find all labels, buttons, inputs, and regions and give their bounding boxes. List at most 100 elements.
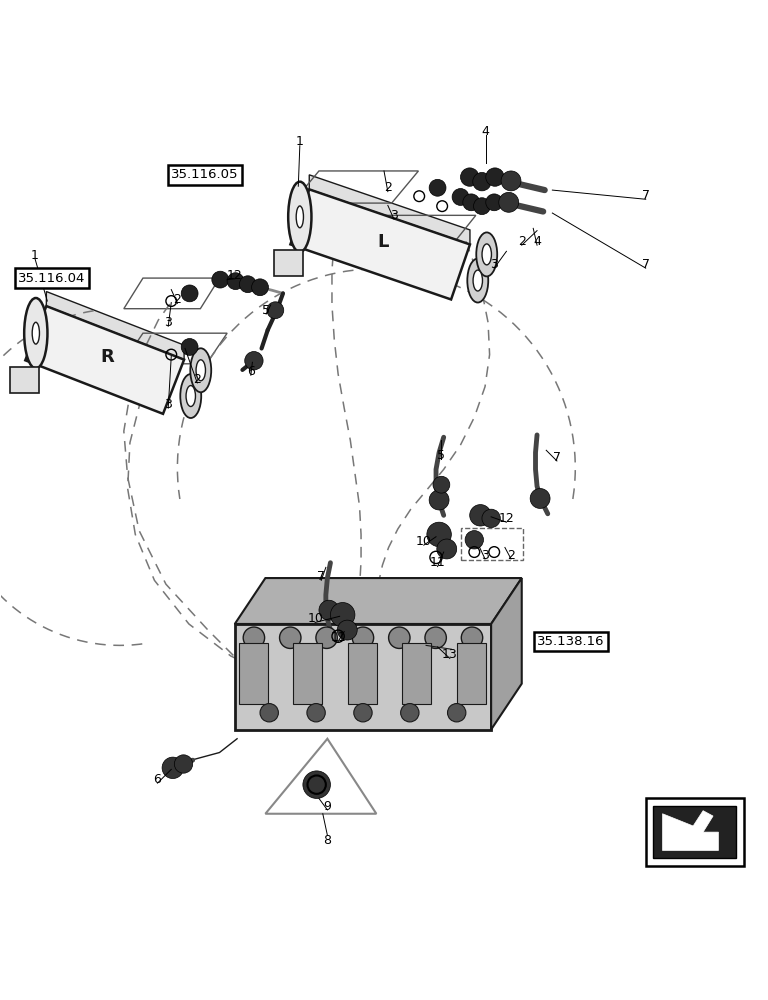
Ellipse shape xyxy=(467,259,488,303)
Circle shape xyxy=(337,620,357,640)
Ellipse shape xyxy=(476,232,497,276)
Text: 2: 2 xyxy=(518,235,525,248)
Text: 3: 3 xyxy=(164,398,172,411)
Circle shape xyxy=(162,757,184,779)
Polygon shape xyxy=(310,175,470,244)
Ellipse shape xyxy=(296,206,303,228)
Text: 5: 5 xyxy=(262,304,270,317)
Text: 3: 3 xyxy=(164,316,172,329)
Text: 2: 2 xyxy=(384,181,392,194)
Text: 11: 11 xyxy=(429,556,445,569)
Circle shape xyxy=(462,627,483,648)
Circle shape xyxy=(448,704,466,722)
Circle shape xyxy=(252,279,269,296)
Circle shape xyxy=(330,603,355,627)
Circle shape xyxy=(354,704,372,722)
Polygon shape xyxy=(273,250,303,276)
Circle shape xyxy=(401,704,419,722)
Text: 4: 4 xyxy=(533,235,541,248)
Text: 8: 8 xyxy=(323,834,331,847)
Text: 6: 6 xyxy=(154,773,161,786)
Bar xyxy=(457,643,486,704)
Circle shape xyxy=(389,627,410,648)
Polygon shape xyxy=(46,292,184,360)
Text: 12: 12 xyxy=(498,512,515,525)
Circle shape xyxy=(461,168,479,186)
Polygon shape xyxy=(654,806,736,858)
Ellipse shape xyxy=(196,360,206,381)
Circle shape xyxy=(530,489,550,508)
Ellipse shape xyxy=(482,244,492,265)
Circle shape xyxy=(181,339,198,355)
Text: 2: 2 xyxy=(194,373,201,386)
Polygon shape xyxy=(10,367,38,393)
Circle shape xyxy=(482,509,500,528)
Ellipse shape xyxy=(288,182,312,252)
Text: 35.116.04: 35.116.04 xyxy=(18,272,85,285)
Text: 1: 1 xyxy=(31,249,39,262)
Text: 4: 4 xyxy=(482,125,490,138)
Bar xyxy=(646,798,743,866)
Text: 10: 10 xyxy=(415,535,432,548)
Text: 3: 3 xyxy=(390,209,398,222)
Circle shape xyxy=(227,273,244,290)
Circle shape xyxy=(303,771,330,798)
Circle shape xyxy=(174,755,193,773)
Text: 5: 5 xyxy=(437,449,445,462)
Circle shape xyxy=(280,627,301,648)
Circle shape xyxy=(267,302,283,319)
Circle shape xyxy=(470,505,491,526)
Text: 13: 13 xyxy=(442,648,458,661)
Polygon shape xyxy=(491,578,521,730)
Text: 3: 3 xyxy=(481,549,489,562)
Circle shape xyxy=(474,198,490,215)
Circle shape xyxy=(473,172,491,191)
Text: 7: 7 xyxy=(317,570,326,583)
Text: 11: 11 xyxy=(330,631,346,644)
Bar xyxy=(239,643,268,704)
Text: 7: 7 xyxy=(553,451,561,464)
Circle shape xyxy=(240,276,257,293)
Circle shape xyxy=(486,194,502,211)
Circle shape xyxy=(463,194,480,211)
Bar xyxy=(461,528,523,560)
Circle shape xyxy=(243,627,265,648)
Circle shape xyxy=(212,271,229,288)
Text: 2: 2 xyxy=(507,549,515,562)
Text: 7: 7 xyxy=(642,258,650,271)
Polygon shape xyxy=(235,624,491,730)
Text: 10: 10 xyxy=(307,612,323,625)
Text: 35.116.05: 35.116.05 xyxy=(171,168,239,181)
Circle shape xyxy=(429,179,446,196)
Ellipse shape xyxy=(32,322,39,344)
Bar xyxy=(293,643,323,704)
Ellipse shape xyxy=(190,348,211,392)
Polygon shape xyxy=(25,306,184,414)
Circle shape xyxy=(429,490,449,510)
Circle shape xyxy=(427,522,452,547)
Ellipse shape xyxy=(186,386,196,406)
Polygon shape xyxy=(290,189,470,299)
Ellipse shape xyxy=(180,374,201,418)
Circle shape xyxy=(501,171,521,191)
Text: 1: 1 xyxy=(296,135,304,148)
Ellipse shape xyxy=(25,298,48,368)
Text: 12: 12 xyxy=(227,269,243,282)
Circle shape xyxy=(319,600,339,620)
Circle shape xyxy=(316,627,337,648)
Text: 3: 3 xyxy=(490,258,498,271)
Circle shape xyxy=(353,627,374,648)
Text: L: L xyxy=(377,233,389,251)
Circle shape xyxy=(437,539,457,559)
Circle shape xyxy=(260,704,278,722)
Text: 6: 6 xyxy=(247,365,255,378)
Text: 7: 7 xyxy=(642,189,650,202)
Text: R: R xyxy=(101,348,114,366)
Circle shape xyxy=(425,627,446,648)
Bar xyxy=(348,643,377,704)
Circle shape xyxy=(465,531,484,549)
Circle shape xyxy=(452,189,469,205)
Polygon shape xyxy=(663,811,718,850)
Bar xyxy=(402,643,432,704)
Circle shape xyxy=(486,168,504,186)
